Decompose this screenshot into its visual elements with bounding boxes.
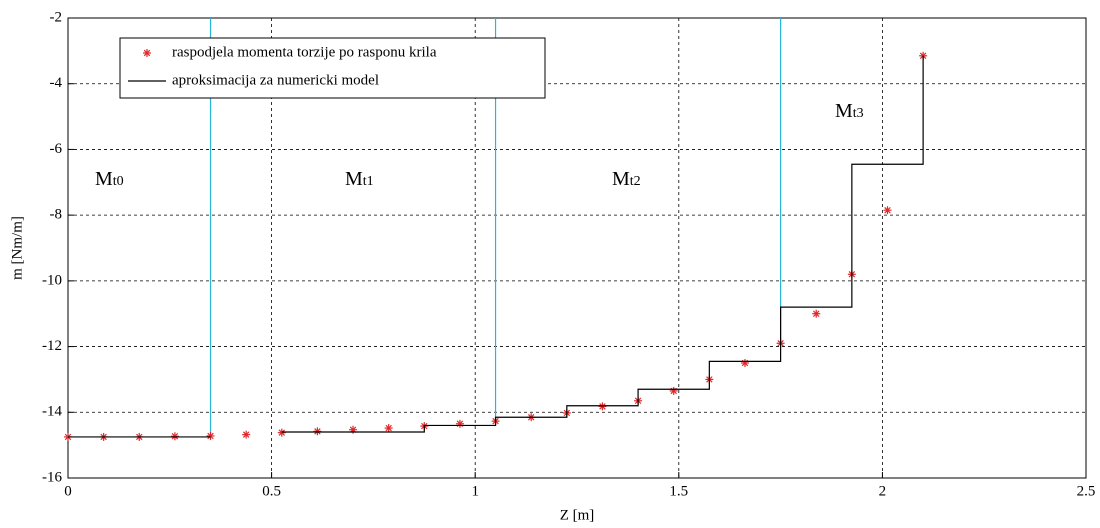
marker <box>740 359 749 367</box>
plot-frame <box>67 17 1087 479</box>
x-tick-label: 2 <box>879 483 887 499</box>
marker <box>277 428 286 437</box>
annotation-sub: t2 <box>630 174 641 189</box>
x-tick-label: 2.5 <box>1077 483 1096 499</box>
annotation-main: M <box>612 168 630 190</box>
marker <box>206 431 215 440</box>
marker <box>170 432 179 441</box>
y-tick-label: -2 <box>50 9 63 25</box>
marker-stroke <box>884 206 891 214</box>
marker <box>455 419 464 428</box>
marker <box>883 206 892 215</box>
legend-label: aproksimacija za numericki model <box>172 72 379 88</box>
y-tick-label: -10 <box>42 272 62 288</box>
marker-stroke <box>385 424 392 432</box>
step-line <box>68 55 924 438</box>
marker-stroke <box>813 310 820 317</box>
x-tick-label: 1.5 <box>669 483 688 499</box>
legend-box <box>119 37 546 99</box>
y-axis-label: m [Nm/m] <box>9 216 25 280</box>
marker-stroke <box>314 428 321 435</box>
marker-stroke <box>207 432 214 440</box>
annotation-main: M <box>835 100 853 122</box>
y-tick-label: -4 <box>50 75 63 91</box>
annotation: Mt0 <box>95 168 124 190</box>
y-tick-label: -12 <box>42 338 62 354</box>
annotation-sub: t3 <box>853 106 864 121</box>
annotation-main: M <box>345 168 363 190</box>
legend-label: raspodjela momenta torzije po rasponu kr… <box>172 44 437 60</box>
marker-stroke <box>599 403 606 410</box>
annotation: Mt2 <box>612 168 641 190</box>
y-tick-label: -16 <box>42 469 62 485</box>
y-tick-label: -14 <box>42 404 62 420</box>
marker-stroke <box>242 431 250 438</box>
annotation: Mt3 <box>835 100 864 122</box>
marker <box>313 427 322 436</box>
marker <box>812 309 821 318</box>
x-axis-label: Z [m] <box>560 507 595 523</box>
marker <box>143 49 151 57</box>
legend: raspodjela momenta torzije po rasponu kr… <box>119 37 546 99</box>
annotation: Mt1 <box>345 168 374 190</box>
marker-stroke <box>143 49 151 57</box>
x-tick-label: 0.5 <box>262 483 281 499</box>
marker-stroke <box>171 433 179 440</box>
y-tick-label: -6 <box>50 141 63 157</box>
annotation-main: M <box>95 168 113 190</box>
marker <box>242 430 251 439</box>
marker <box>669 386 678 395</box>
x-tick-label: 0 <box>64 483 72 499</box>
x-tick-label: 1 <box>471 483 479 499</box>
marker <box>384 424 393 433</box>
marker-stroke <box>278 429 286 436</box>
annotation-sub: t0 <box>113 174 124 189</box>
y-tick-label: -8 <box>50 207 63 223</box>
marker <box>598 402 607 411</box>
annotation-sub: t1 <box>363 174 374 189</box>
